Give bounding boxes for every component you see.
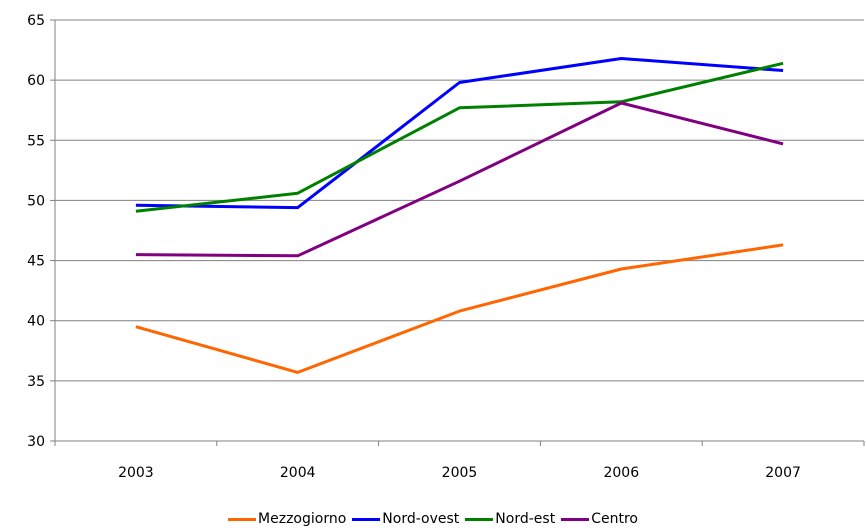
gridlines	[55, 19, 864, 382]
legend-swatch	[465, 517, 494, 521]
axes	[50, 19, 865, 446]
series-line-nord-est	[135, 61, 784, 213]
series-line-nord-ovest	[135, 57, 784, 210]
legend-label: Nord-est	[495, 511, 556, 527]
x-tick-label: 2005	[442, 465, 478, 481]
y-tick-label: 40	[27, 314, 45, 330]
legend-item-nord-est: Nord-est	[465, 511, 555, 527]
x-tick-label: 2007	[765, 465, 801, 481]
x-tick-label: 2006	[603, 465, 639, 481]
y-tick-label: 60	[27, 73, 45, 89]
y-tick-label: 45	[27, 254, 45, 270]
y-tick-label: 55	[27, 133, 45, 149]
y-axis-tick-labels: 30 35 40 45 50 55 60 65	[27, 13, 45, 450]
series-line-mezzogiorno	[135, 243, 784, 374]
y-tick-label: 35	[27, 374, 45, 390]
legend-label: Nord-ovest	[382, 511, 460, 527]
x-tick-label: 2004	[280, 465, 316, 481]
legend-item-mezzogiorno: Mezzogiorno	[228, 511, 346, 527]
legend: Mezzogiorno Nord-ovest Nord-est Centro	[0, 509, 866, 529]
x-axis-tick-labels: 2003 2004 2005 2006 2007	[118, 465, 801, 481]
series-lines	[135, 57, 784, 374]
legend-item-centro: Centro	[561, 511, 638, 527]
legend-swatch	[352, 517, 381, 521]
line-chart: 30 35 40 45 50 55 60 65 2003 2004 2005 2006 2007	[27, 13, 865, 481]
y-tick-label: 65	[27, 13, 45, 29]
legend-label: Mezzogiorno	[258, 511, 347, 527]
y-tick-label: 50	[27, 193, 45, 209]
y-tick-label: 30	[27, 434, 45, 450]
legend-label: Centro	[591, 511, 638, 527]
legend-item-nord-ovest: Nord-ovest	[352, 511, 459, 527]
x-tick-label: 2003	[118, 465, 154, 481]
legend-swatch	[228, 517, 257, 521]
series-line-centro	[135, 101, 784, 258]
legend-swatch	[561, 517, 590, 521]
